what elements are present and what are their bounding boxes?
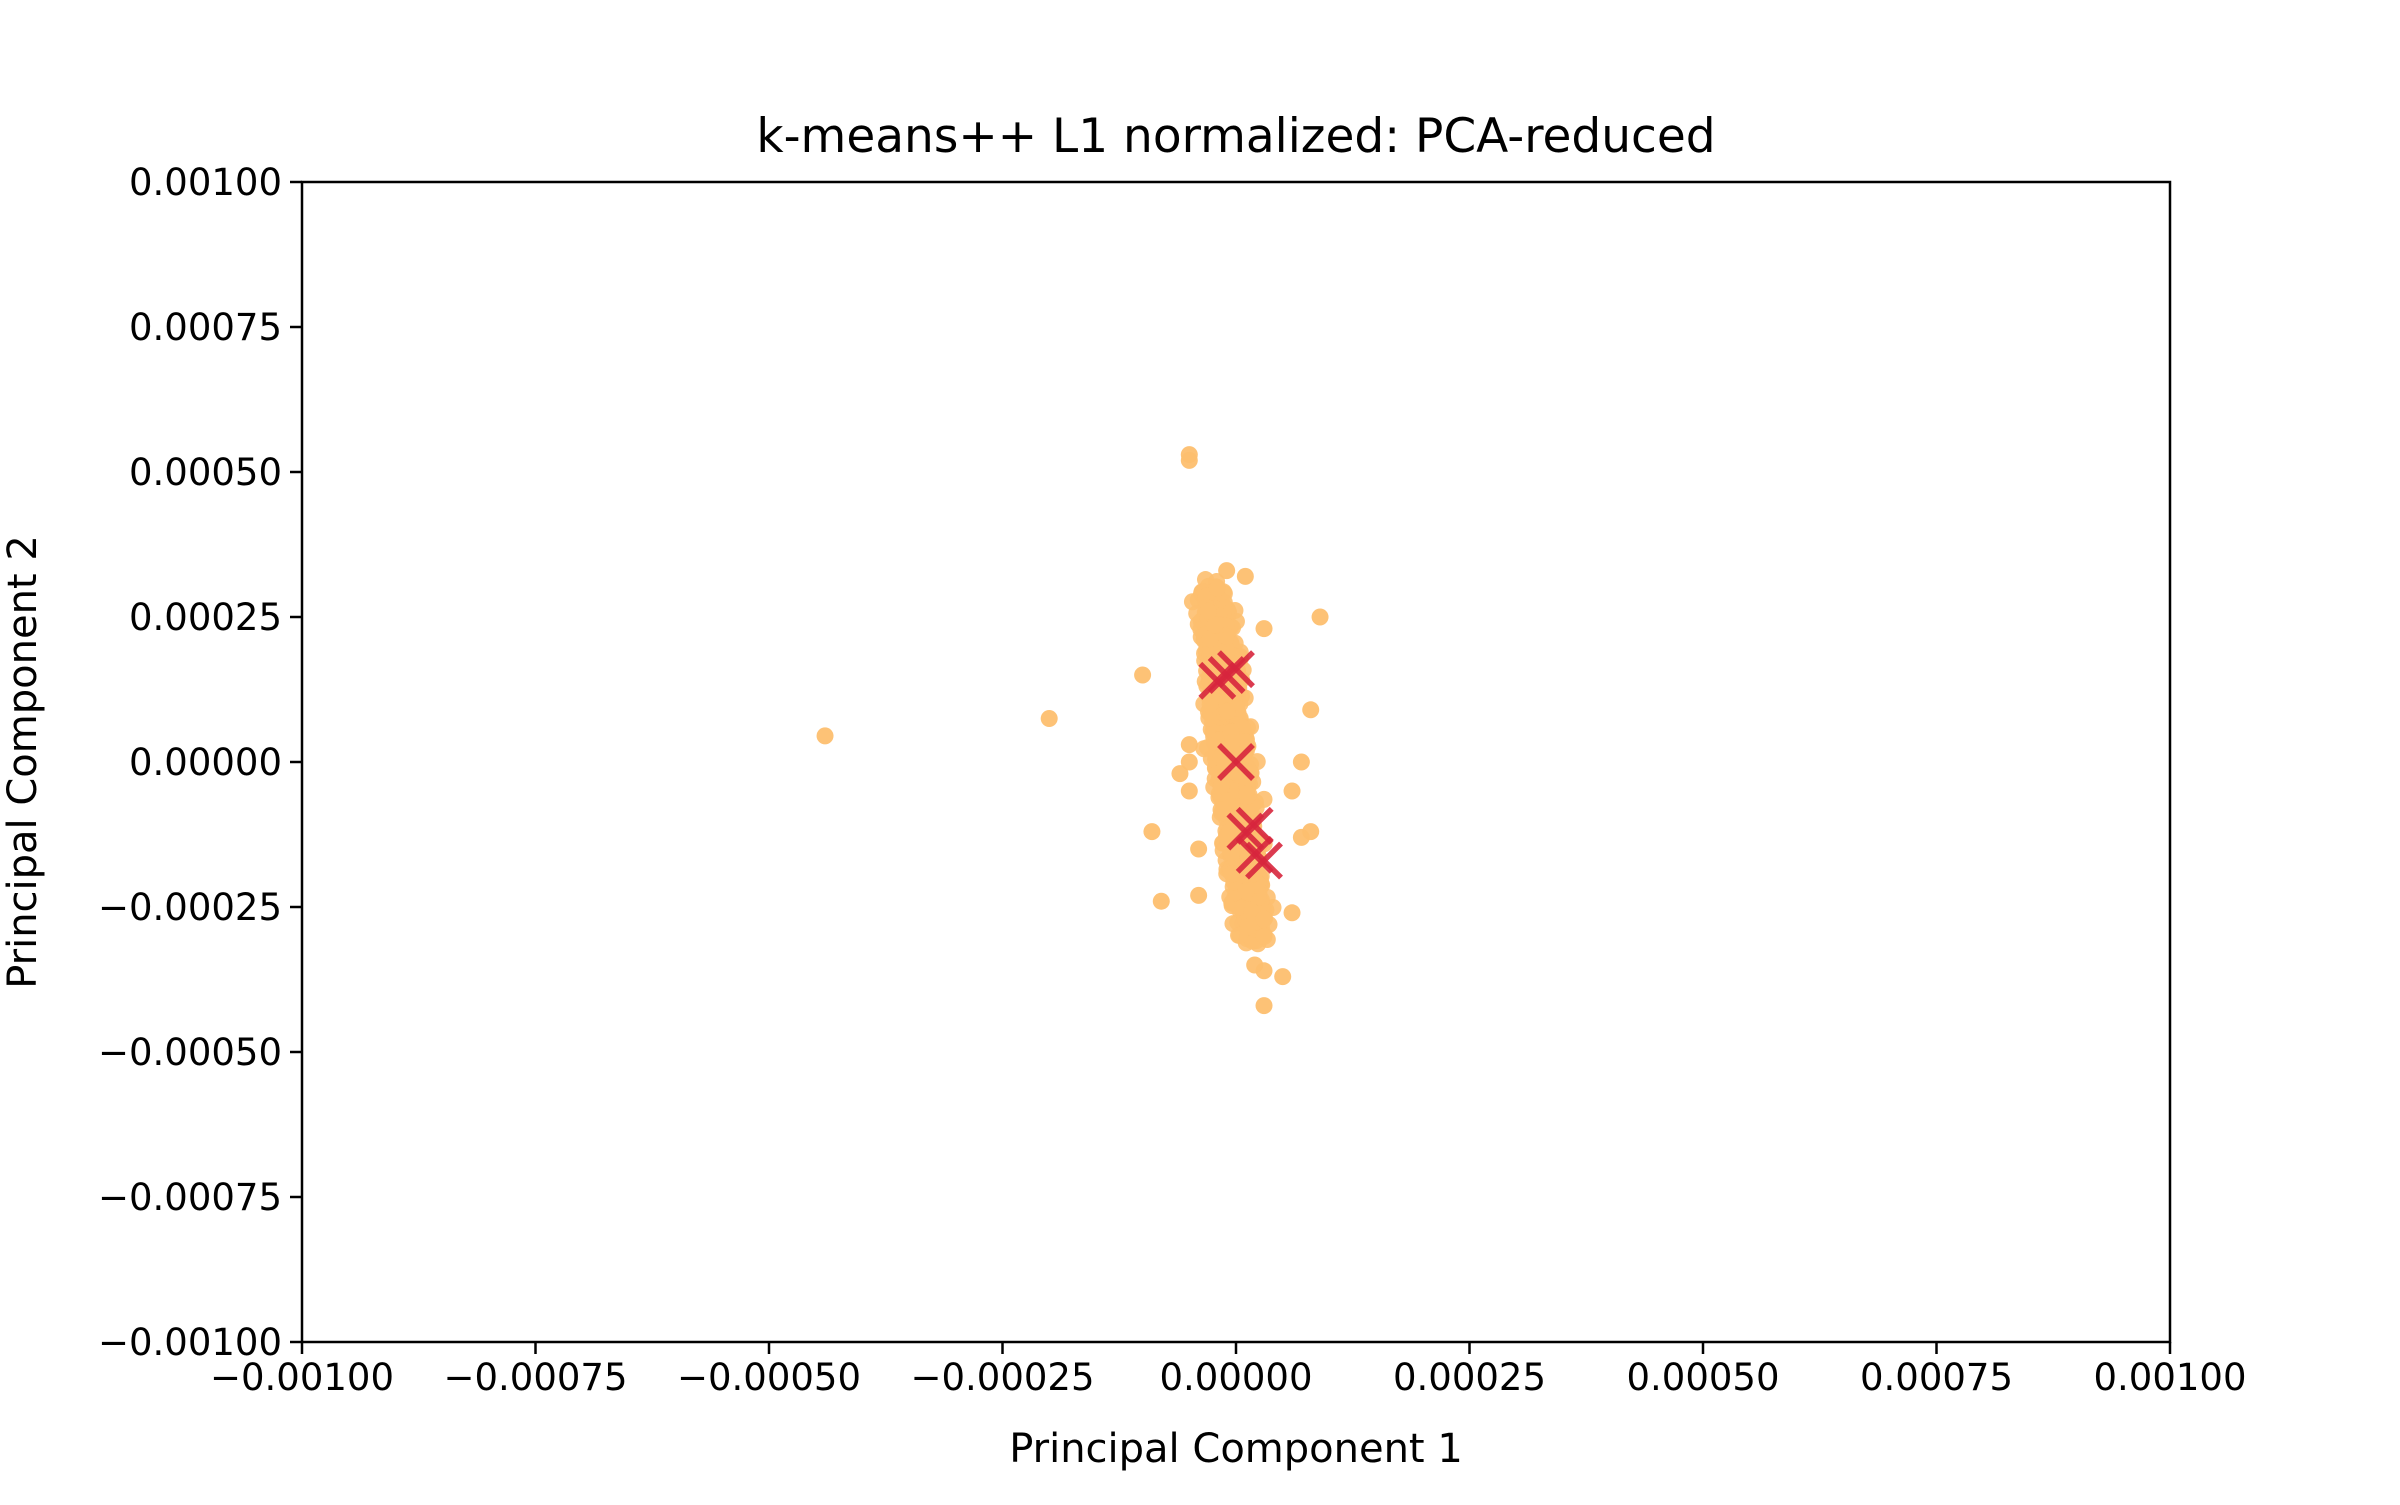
y-axis-label: Principal Component 2: [0, 535, 46, 989]
x-tick-label: −0.00025: [910, 1356, 1094, 1399]
data-point: [1222, 843, 1240, 861]
data-point: [1302, 823, 1320, 841]
data-point: [1302, 701, 1320, 719]
data-point: [1180, 736, 1198, 754]
data-point: [1201, 630, 1219, 648]
data-point: [1201, 695, 1219, 713]
data-point: [1283, 782, 1301, 800]
data-point: [1255, 910, 1273, 928]
data-point: [1311, 608, 1329, 626]
data-point: [1237, 882, 1255, 900]
data-point: [1218, 562, 1236, 580]
y-tick-label: 0.00025: [129, 596, 282, 639]
centroid-marker: [1198, 661, 1237, 700]
x-tick-label: −0.00075: [443, 1356, 627, 1399]
data-point: [1255, 620, 1273, 638]
data-point: [1199, 602, 1217, 620]
x-tick-label: 0.00100: [2093, 1356, 2246, 1399]
centroid-marker: [1235, 806, 1274, 845]
y-axis-ticks: −0.00100 −0.00075 −0.00050 −0.00025 0.00000 0…: [98, 161, 302, 1364]
data-point: [1208, 579, 1226, 597]
data-point: [1180, 451, 1198, 469]
x-tick-label: 0.00050: [1626, 1356, 1779, 1399]
data-point: [1199, 739, 1217, 757]
data-point: [1218, 702, 1236, 720]
data-point: [1217, 827, 1235, 845]
centroid-marker: [1217, 650, 1255, 689]
data-point: [1180, 782, 1198, 800]
data-point: [1238, 785, 1256, 803]
plot-area: [300, 180, 2172, 1344]
data-point: [1255, 927, 1273, 945]
data-point: [1040, 710, 1058, 727]
y-tick-label: −0.00100: [98, 1321, 282, 1364]
data-point: [1180, 753, 1198, 771]
data-points: [816, 446, 1329, 1015]
data-point: [1134, 666, 1152, 684]
centroid-marker: [1245, 841, 1283, 880]
data-point: [1236, 567, 1254, 585]
data-point: [1212, 801, 1230, 819]
x-tick-label: 0.00025: [1393, 1356, 1546, 1399]
y-tick-label: 0.00100: [129, 161, 282, 204]
x-tick-label: −0.00050: [677, 1356, 861, 1399]
data-point: [1171, 765, 1189, 783]
y-tick-label: 0.00000: [129, 741, 282, 784]
data-point: [1152, 892, 1170, 910]
data-point: [1246, 956, 1264, 974]
x-tick-label: 0.00075: [1860, 1356, 2013, 1399]
data-point: [1143, 823, 1161, 841]
x-axis-ticks: −0.00100 −0.00075 −0.00050 −0.00025 0.00000 0…: [210, 1342, 2247, 1399]
x-axis-label: Principal Component 1: [1009, 1426, 1463, 1472]
data-point: [816, 727, 834, 745]
chart-title: k-means++ L1 normalized: PCA-reduced: [756, 109, 1715, 164]
y-tick-label: −0.00075: [98, 1176, 282, 1219]
data-point: [1292, 753, 1310, 771]
x-tick-label: −0.00100: [210, 1356, 394, 1399]
data-point: [1274, 968, 1292, 986]
data-point: [1206, 616, 1224, 634]
y-tick-label: 0.00075: [129, 306, 282, 349]
y-tick-label: −0.00050: [98, 1031, 282, 1074]
data-point: [1255, 997, 1273, 1015]
data-point: [1231, 926, 1249, 944]
data-point: [1190, 886, 1208, 904]
data-point: [1223, 733, 1241, 751]
x-tick-label: 0.00000: [1159, 1356, 1312, 1399]
data-point: [1283, 904, 1301, 922]
centroid-marker: [1217, 743, 1255, 781]
data-point: [1213, 776, 1231, 794]
cluster-centroids: [1198, 650, 1283, 880]
y-tick-label: 0.00050: [129, 451, 282, 494]
data-point: [1190, 840, 1208, 858]
y-tick-label: −0.00025: [98, 886, 282, 929]
